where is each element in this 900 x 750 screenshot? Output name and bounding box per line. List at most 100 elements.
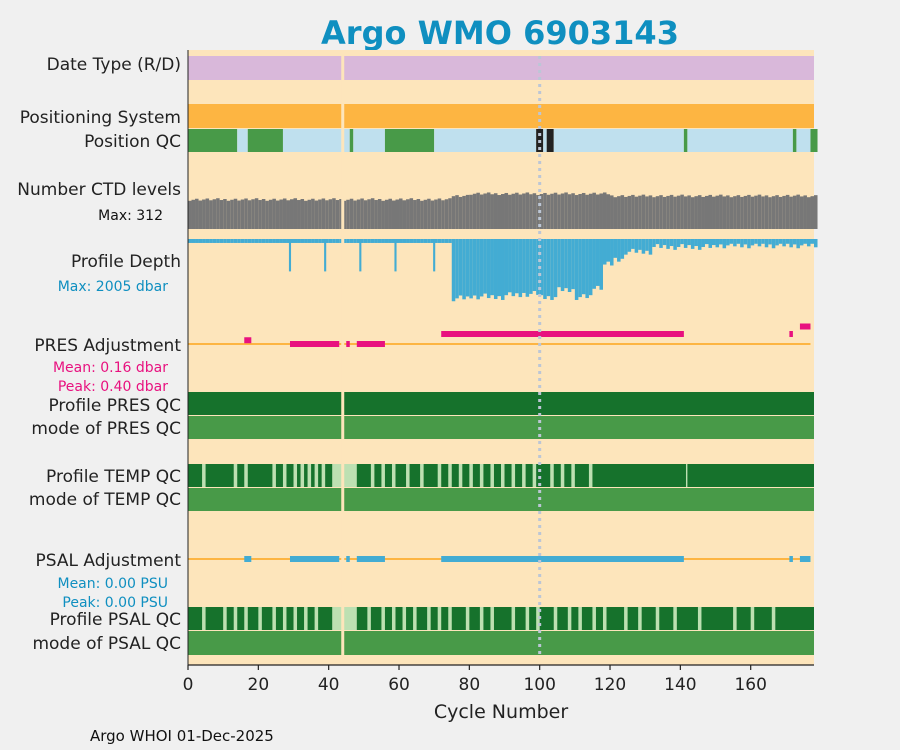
x-tick-label: 140: [664, 675, 696, 695]
temp-qc-mode-band: [188, 488, 814, 511]
profile-depth-bar: [617, 239, 621, 262]
psal-qc-light-segment: [223, 607, 227, 630]
ctd-level-bar: [377, 199, 382, 229]
profile-depth-bar: [680, 239, 684, 245]
ctd-level-bar: [592, 192, 596, 229]
ctd-level-bar: [465, 194, 470, 229]
profile-depth-bar: [437, 239, 442, 243]
ctd-level-bar: [297, 200, 301, 229]
profile-depth-bar: [409, 239, 414, 243]
ctd-level-bar: [363, 200, 368, 229]
ctd-level-bar: [518, 194, 523, 229]
position-qc-segment: [553, 129, 684, 152]
profile-depth-bar: [539, 239, 544, 296]
profile-depth-bar: [360, 239, 364, 243]
ctd-level-bar: [188, 200, 192, 229]
ctd-level-bar: [279, 199, 283, 229]
profile-depth-bar: [413, 239, 417, 243]
profile-depth-bar: [697, 239, 702, 250]
profile-depth-bar: [504, 239, 509, 296]
profile-depth-bar: [497, 239, 501, 297]
profile-depth-bar: [553, 239, 558, 298]
profile-depth-bar: [219, 239, 224, 243]
row-labels: Date Type (R/D) Positioning System Positio…: [17, 55, 181, 654]
ctd-level-bar: [620, 195, 625, 229]
temp-qc-light-segment: [685, 464, 688, 487]
pres-qc-mode-band: [188, 416, 814, 439]
profile-depth-bar: [747, 239, 751, 249]
ctd-level-bar: [782, 195, 786, 229]
profile-depth-bar: [662, 239, 667, 246]
ctd-level-bar: [610, 195, 614, 229]
ctd-level-bar: [803, 195, 807, 229]
ctd-level-bar: [726, 195, 730, 229]
ctd-level-bar: [704, 195, 709, 229]
ctd-level-bar: [202, 199, 206, 229]
ctd-level-bar: [486, 192, 491, 229]
profile-depth-bar: [377, 239, 382, 243]
profile-depth-bar: [627, 239, 632, 252]
temp-qc-light-segment: [244, 464, 248, 487]
ctd-level-bar: [293, 198, 298, 229]
ctd-level-bar: [420, 200, 424, 229]
footer-credit: Argo WHOI 01-Dec-2025: [90, 727, 274, 745]
psal-qc-light-segment: [536, 607, 540, 630]
profile-depth-bar: [261, 239, 266, 243]
profile-depth-bar: [427, 239, 431, 243]
temp-qc-light-segment: [522, 464, 526, 487]
ctd-level-bar: [374, 200, 378, 229]
psal-adjustment-segment: [356, 556, 385, 562]
profile-depth-bar: [789, 239, 793, 248]
x-tick-label: 160: [734, 675, 766, 695]
ctd-level-bar: [381, 200, 385, 229]
profile-depth-spike: [359, 239, 362, 272]
ctd-level-bar: [631, 194, 635, 229]
ctd-level-bar: [209, 200, 213, 229]
ctd-level-bar: [321, 198, 326, 229]
psal-qc-light-segment: [367, 607, 371, 630]
ctd-level-bar: [272, 198, 276, 229]
label-positioning-system: Positioning System: [20, 108, 181, 128]
position-qc-segment: [282, 129, 350, 152]
profile-depth-bar: [451, 239, 456, 302]
ctd-level-bar: [219, 200, 224, 229]
profile-depth-bar: [543, 239, 547, 300]
ctd-level-bar: [722, 196, 727, 229]
profile-depth-bar: [472, 239, 477, 296]
ctd-level-bar: [771, 196, 776, 229]
profile-depth-bar: [349, 239, 354, 243]
ctd-level-bar: [430, 200, 435, 229]
profile-depth-bar: [212, 239, 217, 243]
ctd-level-bar: [384, 199, 389, 229]
ctd-level-bar: [233, 198, 238, 229]
ctd-level-bar: [311, 198, 315, 229]
ctd-level-bar: [652, 197, 656, 229]
temp-qc-light-segment: [571, 464, 575, 487]
ctd-level-bar: [275, 200, 280, 229]
ctd-level-bar: [413, 200, 417, 229]
profile-depth-bar: [195, 239, 199, 243]
ctd-level-bar: [409, 198, 414, 229]
profile-depth-bar: [279, 239, 283, 243]
ctd-level-bar: [258, 200, 262, 229]
profile-depth-bar: [465, 239, 470, 297]
position-qc-segment: [687, 129, 793, 152]
profile-depth-bar: [768, 239, 772, 245]
profile-depth-bar: [613, 239, 618, 258]
temp-qc-light-segment: [282, 464, 287, 487]
ctd-level-bar: [602, 192, 607, 229]
ctd-level-bar: [645, 196, 649, 229]
position-qc-segment: [810, 129, 818, 152]
profile-depth-bar: [395, 239, 400, 243]
ctd-level-bar: [490, 194, 494, 229]
profile-depth-bar: [595, 239, 600, 286]
profile-depth-bar: [803, 239, 807, 244]
ctd-level-bar: [216, 198, 220, 229]
temp-qc-light-segment: [332, 464, 343, 487]
temp-qc-light-segment: [342, 464, 357, 487]
ctd-level-bar: [560, 193, 565, 229]
position-qc-segment: [349, 129, 354, 152]
profile-depth-bar: [588, 239, 593, 296]
label-profile-pres-qc: Profile PRES QC: [48, 396, 181, 416]
